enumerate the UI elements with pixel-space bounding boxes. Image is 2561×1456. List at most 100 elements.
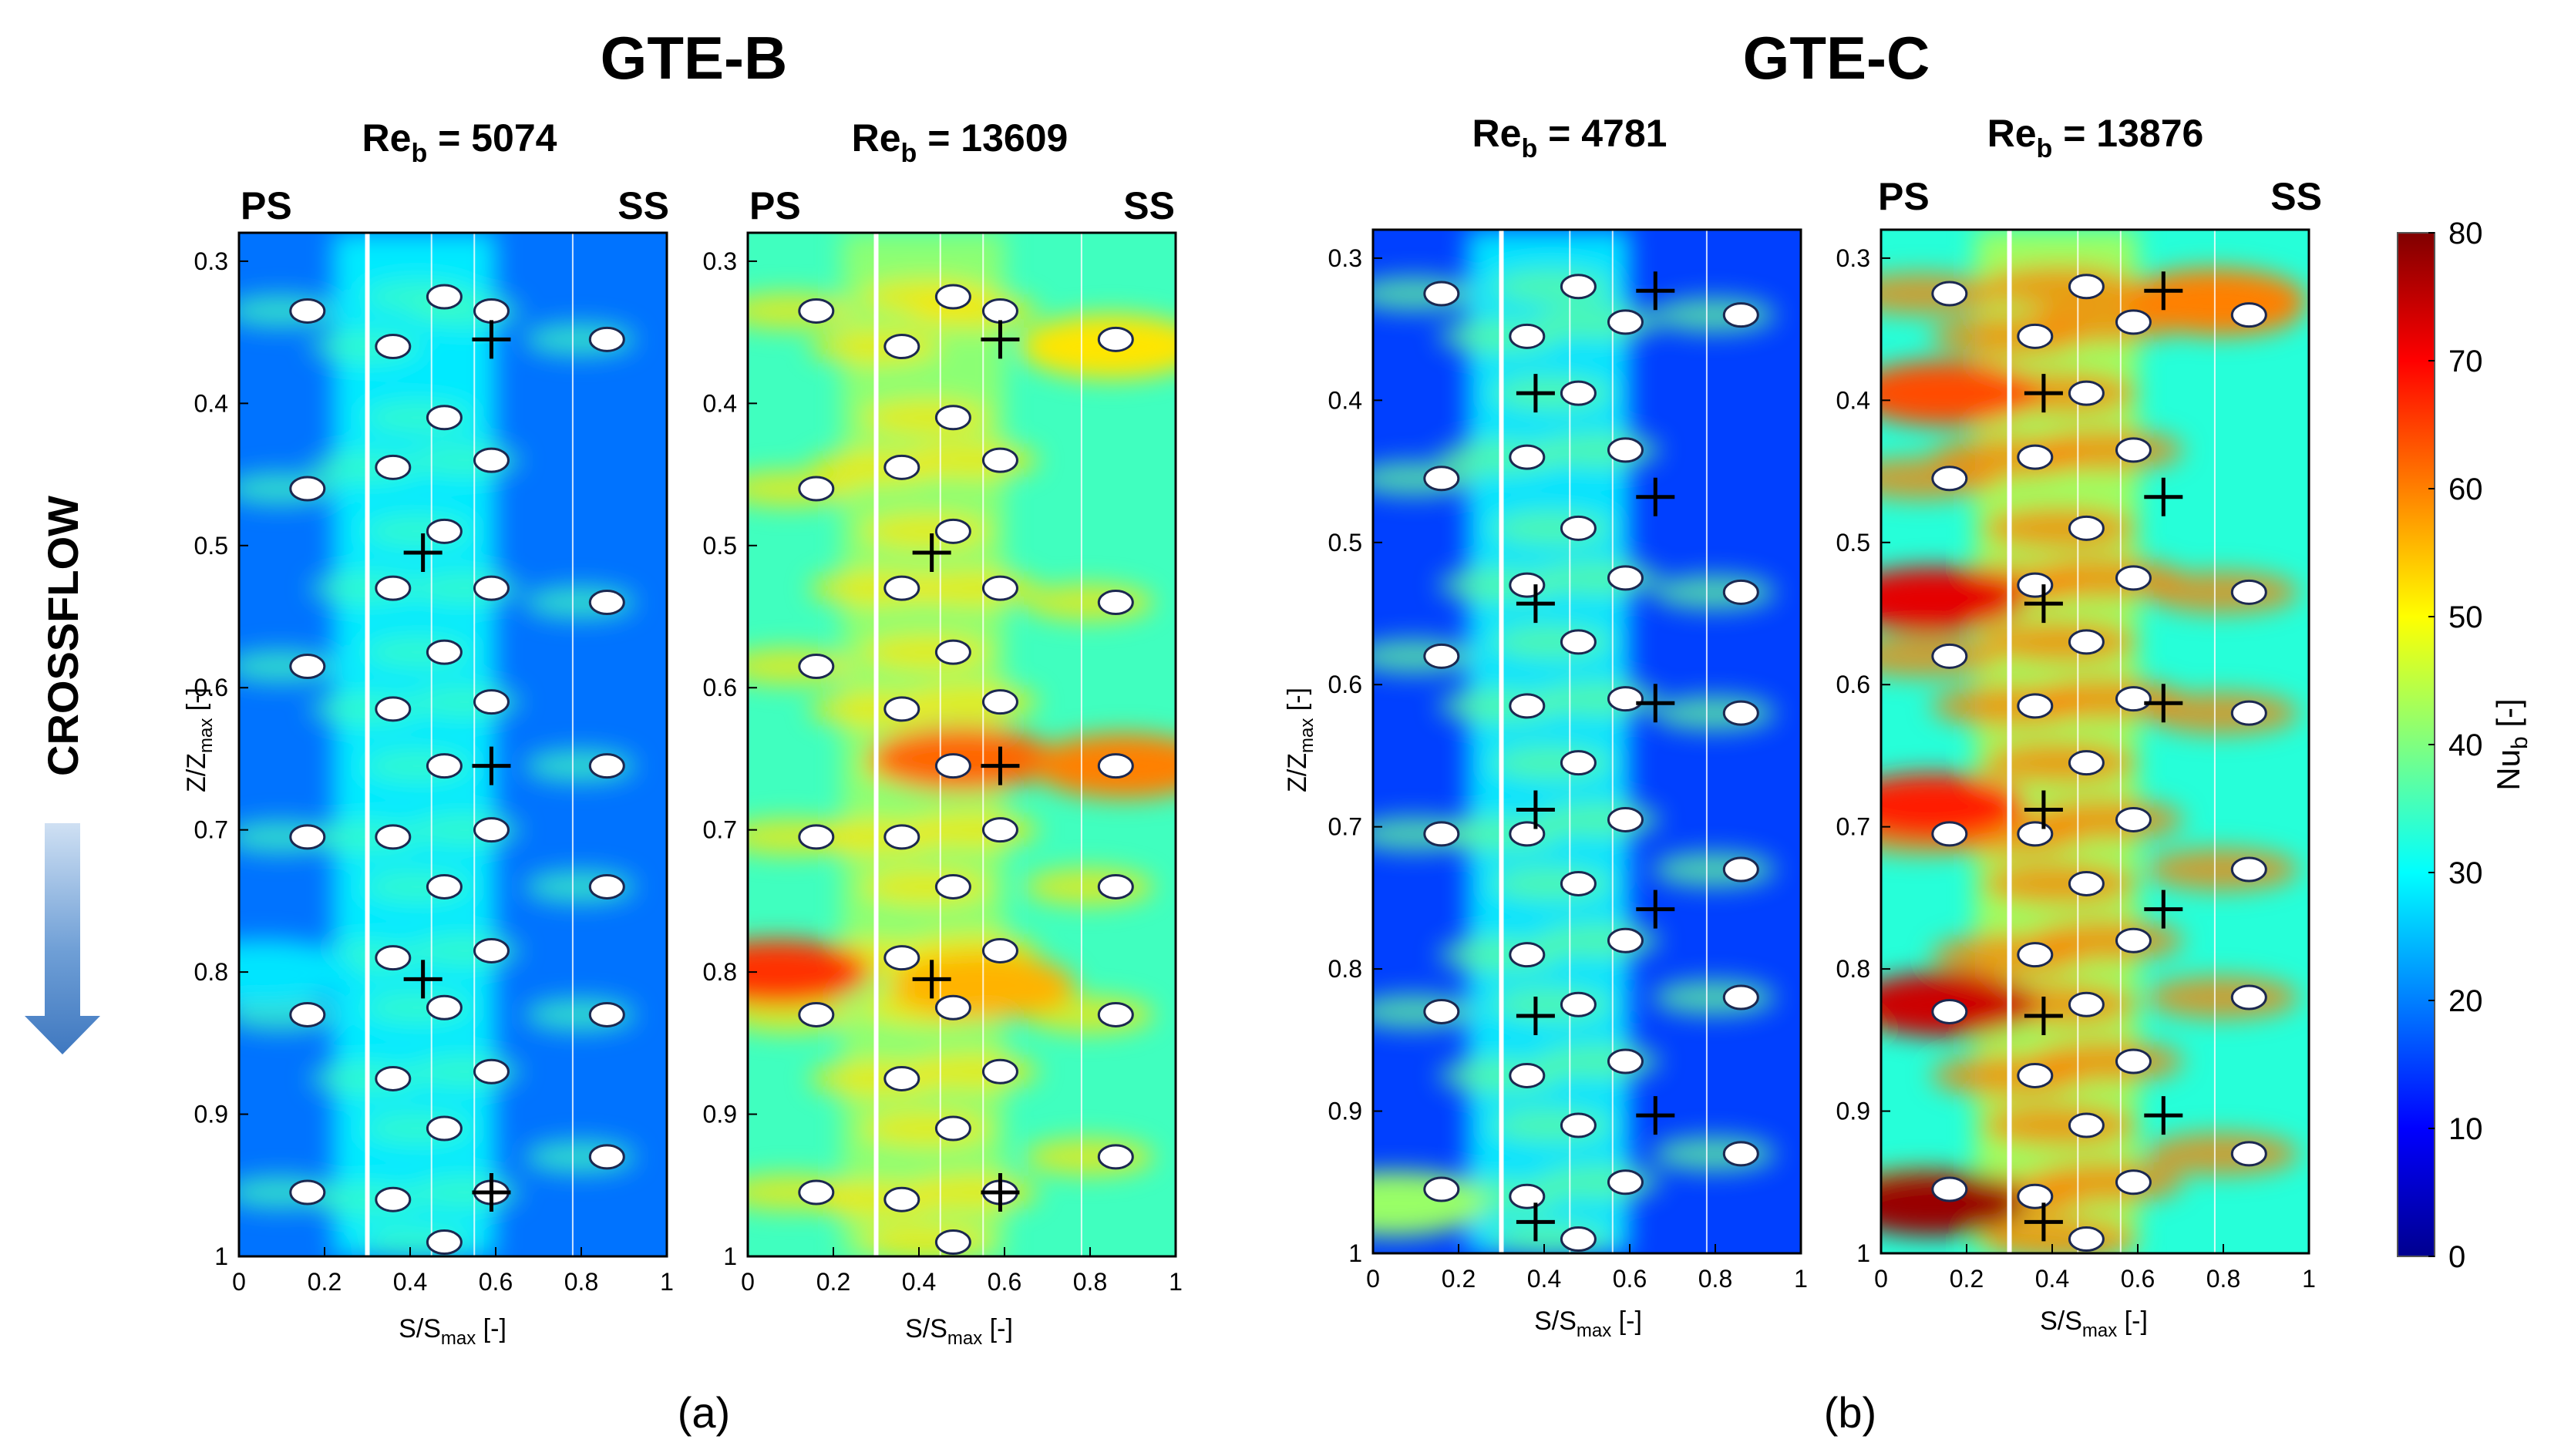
cooling-hole	[426, 639, 463, 665]
cooling-hole	[375, 575, 412, 601]
hot-spot	[239, 940, 358, 1005]
cooling-hole-outline	[1097, 326, 1134, 352]
ps-label-4: PS	[1878, 175, 1930, 218]
cooling-hole	[981, 298, 1018, 324]
cooling-hole-outline	[1560, 870, 1597, 896]
x-tick-label: 0.4	[902, 1268, 936, 1296]
cooling-hole-outline	[934, 873, 971, 899]
cooling-hole-outline	[426, 873, 463, 899]
cooling-hole-outline	[883, 824, 920, 850]
colorbar-tick-label: 10	[2448, 1112, 2483, 1146]
cooling-hole	[1097, 873, 1134, 899]
cooling-hole-outline	[2068, 1112, 2105, 1138]
cooling-hole	[1722, 856, 1759, 883]
panel-2-xlabel: S/Smax [-]	[905, 1314, 1013, 1349]
cooling-hole-outline	[375, 575, 412, 601]
cooling-hole	[981, 817, 1018, 843]
cooling-hole	[883, 575, 920, 601]
cooling-hole-outline	[375, 1186, 412, 1212]
jet-wake	[2029, 1161, 2184, 1204]
cooling-hole	[1607, 1169, 1644, 1195]
cooling-hole	[934, 639, 971, 665]
jet-wake	[1982, 506, 2137, 550]
measurement-point	[1516, 584, 1555, 624]
caption-b: (b)	[1824, 1388, 1876, 1437]
cooling-hole	[588, 753, 625, 779]
cooling-hole-outline	[289, 654, 326, 680]
y-tick-label: 0.9	[194, 1101, 228, 1128]
caption-a: (a)	[678, 1388, 730, 1437]
cooling-hole-outline	[2068, 515, 2105, 541]
colorbar-label-sub: b	[2507, 736, 2532, 749]
x-tick-label: 0	[232, 1268, 246, 1296]
cooling-hole-outline	[1423, 998, 1460, 1024]
plot-frame	[746, 231, 1177, 1258]
cooling-hole-outline	[1931, 998, 1968, 1024]
cooling-hole-outline	[883, 945, 920, 971]
y-tick-label: 0.6	[1836, 671, 1870, 698]
cooling-hole	[2017, 693, 2054, 719]
jet-wake	[1881, 457, 2000, 500]
jet-wake	[2029, 429, 2184, 472]
cooling-hole	[798, 824, 835, 850]
cooling-hole	[883, 334, 920, 360]
measurement-point	[2024, 374, 2063, 413]
hot-spot	[1881, 1171, 2025, 1236]
measurement-point	[2144, 889, 2183, 929]
panel-2-xlabel-tail: [-]	[982, 1314, 1013, 1343]
heatmap-stripe	[333, 233, 496, 1256]
cooling-hole-outline	[2115, 565, 2152, 591]
jet-wake	[2145, 570, 2300, 614]
panel-4-xlabel-main: S/S	[2040, 1306, 2082, 1336]
panel-3-xlabel-tail: [-]	[1611, 1306, 1642, 1336]
measurement-point	[2144, 271, 2183, 311]
colorbar-tick-label: 30	[2448, 856, 2483, 890]
y-tick-label: 0.7	[1328, 813, 1362, 841]
y-tick-label: 0.6	[1328, 671, 1362, 698]
cooling-hole-outline	[1931, 1176, 1968, 1202]
y-tick-label: 0.9	[1328, 1098, 1362, 1125]
cooling-hole-outline	[426, 994, 463, 1021]
cooling-hole	[798, 1179, 835, 1205]
measurement-point	[472, 1173, 511, 1212]
cooling-hole	[375, 1065, 412, 1091]
measurement-point	[1516, 374, 1555, 413]
cooling-hole	[934, 405, 971, 431]
cooling-hole	[2115, 1169, 2152, 1195]
cooling-hole	[934, 518, 971, 544]
cooling-hole	[588, 326, 625, 352]
x-tick-label: 1	[2302, 1265, 2316, 1293]
cooling-hole	[2068, 1112, 2105, 1138]
cooling-hole	[1097, 1144, 1134, 1170]
cooling-hole	[1607, 927, 1644, 953]
y-tick-label: 0.6	[194, 674, 228, 701]
panel-3-xlabel-main: S/S	[1534, 1306, 1577, 1336]
cooling-hole	[934, 994, 971, 1021]
panel-2-xlabel-sub: max	[947, 1328, 982, 1349]
colorbar-tick-label: 70	[2448, 345, 2483, 378]
x-tick-label: 0.8	[1073, 1268, 1107, 1296]
y-tick-label: 1	[1348, 1239, 1362, 1267]
cooling-hole-outline	[2230, 984, 2267, 1010]
cooling-hole	[1560, 750, 1597, 776]
cooling-hole-outline	[1722, 856, 1759, 883]
panel-1-xlabel-sub: max	[441, 1328, 476, 1349]
hot-spot	[1881, 361, 2038, 426]
cooling-hole-outline	[798, 824, 835, 850]
cooling-hole-outline	[2017, 444, 2054, 470]
cooling-hole	[588, 1001, 625, 1027]
y-tick-label: 0.5	[1836, 529, 1870, 557]
cooling-hole	[1097, 1001, 1134, 1027]
cooling-hole-outline	[883, 696, 920, 722]
colorbar-tick-label: 20	[2448, 984, 2483, 1018]
cooling-hole-outline	[1509, 572, 1546, 598]
cooling-hole-outline	[1097, 753, 1134, 779]
cooling-hole	[2115, 309, 2152, 335]
cooling-hole-outline	[2068, 991, 2105, 1017]
jet-wake	[1023, 868, 1155, 906]
x-tick-label: 0.6	[2121, 1265, 2155, 1293]
jet-wake	[860, 868, 992, 906]
cooling-hole	[1722, 579, 1759, 605]
x-tick-label: 0.2	[816, 1268, 850, 1296]
cooling-hole-outline	[1509, 323, 1546, 349]
